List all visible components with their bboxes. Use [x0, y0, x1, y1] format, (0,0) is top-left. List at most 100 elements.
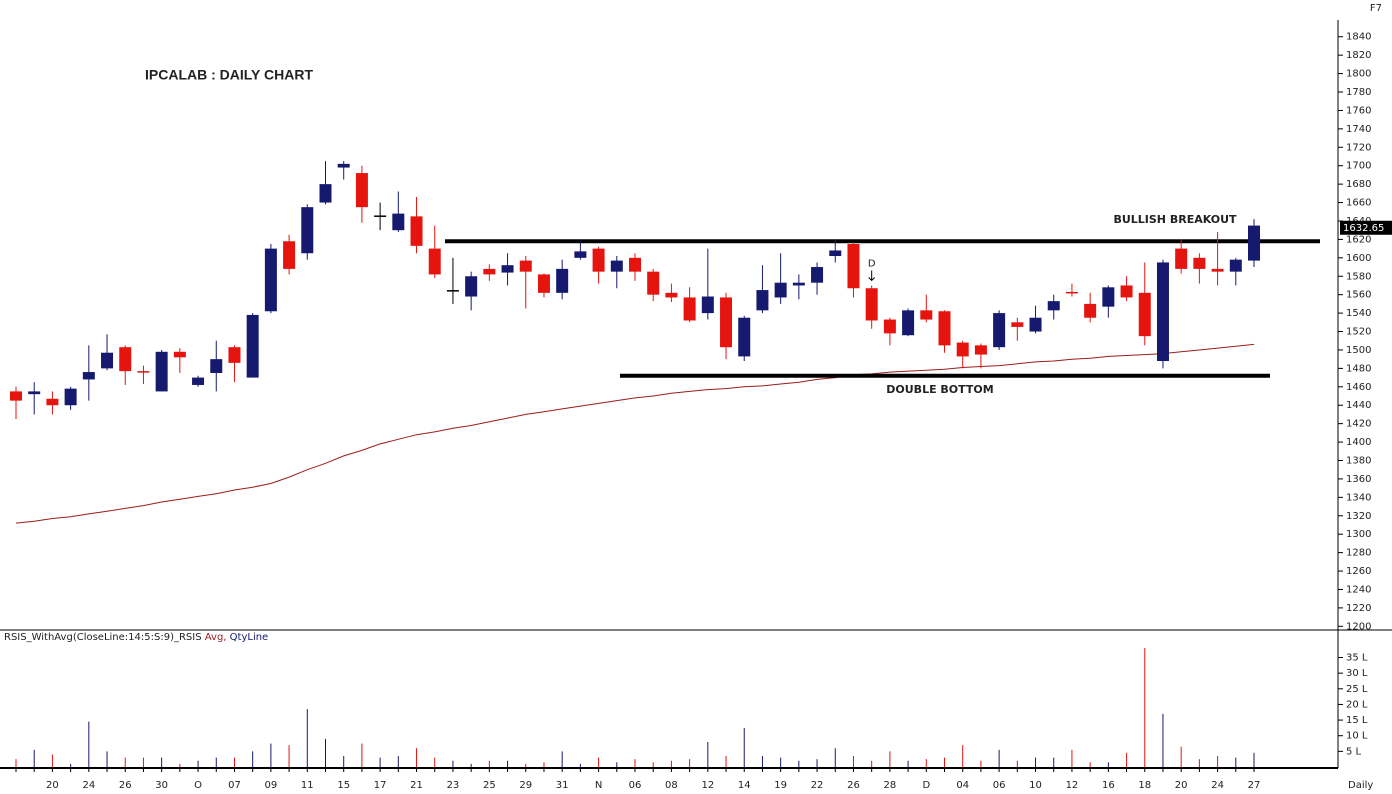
candle-body	[428, 248, 441, 275]
last-price-label: 1632.65	[1343, 223, 1384, 234]
y-tick-label: 1260	[1346, 566, 1371, 577]
x-tick-label: 10	[1029, 780, 1042, 791]
x-tick-label: O	[194, 780, 202, 791]
volume-tick-label: 35 L	[1346, 653, 1368, 664]
candle-body	[10, 391, 22, 401]
candle-body	[1229, 259, 1242, 272]
candle-body	[629, 257, 641, 272]
candle-body	[410, 216, 423, 246]
x-tick-label: 19	[774, 780, 787, 791]
candle-body	[665, 292, 678, 298]
candle-body	[574, 251, 587, 258]
x-tick-label: 31	[556, 780, 569, 791]
volume-tick-label: 15 L	[1346, 715, 1368, 726]
candle-body	[701, 296, 714, 314]
x-tick-label: D	[922, 780, 930, 791]
candle-body	[283, 241, 296, 269]
x-tick-label: 14	[738, 780, 751, 791]
y-tick-label: 1420	[1346, 419, 1371, 430]
y-tick-label: 1460	[1346, 382, 1371, 393]
candle-body	[101, 352, 114, 369]
y-tick-label: 1560	[1346, 290, 1371, 301]
candle-body	[974, 345, 987, 355]
candle-body	[938, 311, 951, 346]
candle-body	[902, 310, 915, 336]
d-marker: D	[868, 258, 876, 269]
candle-body	[647, 271, 660, 295]
y-tick-label: 1300	[1346, 529, 1371, 540]
y-tick-label: 1580	[1346, 271, 1371, 282]
x-tick-label: 11	[301, 780, 314, 791]
candle-body	[210, 359, 223, 373]
candle-body	[1193, 257, 1206, 269]
x-tick-label: 04	[956, 780, 969, 791]
candle-body	[610, 260, 623, 272]
candle-body	[1211, 268, 1224, 272]
x-tick-label: 23	[447, 780, 460, 791]
candle-body	[519, 260, 532, 272]
candle-body	[301, 207, 314, 254]
candle-body	[1120, 285, 1133, 298]
d-arrow	[868, 270, 876, 282]
candle-body	[46, 398, 59, 406]
candle-body	[28, 391, 41, 395]
candle-body	[792, 282, 805, 286]
candle-body	[1248, 225, 1260, 261]
candle-body	[883, 319, 896, 334]
x-tick-label: 24	[1211, 780, 1224, 791]
x-tick-label: 06	[629, 780, 642, 791]
candle-body	[847, 244, 860, 289]
x-tick-label: 07	[228, 780, 241, 791]
y-tick-label: 1600	[1346, 253, 1371, 264]
candle-body	[64, 388, 77, 406]
candle-body	[592, 248, 605, 272]
x-tick-label: 30	[155, 780, 168, 791]
timeframe: Daily	[1348, 780, 1373, 791]
y-tick-label: 1840	[1346, 32, 1371, 43]
candle-body	[374, 215, 387, 217]
y-tick-label: 1440	[1346, 400, 1371, 411]
y-tick-label: 1720	[1346, 142, 1371, 153]
y-tick-label: 1700	[1346, 161, 1371, 172]
x-tick-label: 21	[410, 780, 423, 791]
y-tick-label: 1240	[1346, 584, 1371, 595]
indicator-name: RSIS_WithAvg(CloseLine:14:5:S:9)_RSIS	[4, 632, 202, 643]
y-tick-label: 1360	[1346, 474, 1371, 485]
y-tick-label: 1740	[1346, 124, 1371, 135]
x-tick-label: 18	[1138, 780, 1151, 791]
candle-body	[829, 250, 842, 256]
candle-body	[738, 317, 751, 357]
y-tick-label: 1400	[1346, 437, 1371, 448]
candle-body	[119, 347, 132, 372]
candle-body	[956, 342, 969, 357]
y-tick-label: 1340	[1346, 492, 1371, 503]
candle-body	[811, 267, 824, 283]
breakout-label: BULLISH BREAKOUT	[1113, 213, 1237, 226]
candle-body	[1084, 303, 1097, 318]
y-tick-label: 1220	[1346, 603, 1371, 614]
candle-body	[483, 268, 496, 275]
candle-body	[228, 347, 241, 363]
candle-body	[683, 297, 696, 321]
y-tick-label: 1760	[1346, 105, 1371, 116]
candle-body	[1175, 248, 1188, 269]
volume-tick-label: 25 L	[1346, 684, 1368, 695]
candle-body	[355, 173, 368, 208]
x-tick-label: 22	[811, 780, 824, 791]
candle-body	[774, 282, 787, 298]
candle-body	[465, 276, 478, 297]
y-tick-label: 1520	[1346, 327, 1371, 338]
candle-body	[192, 377, 205, 385]
candle-body	[993, 313, 1006, 348]
candle-body	[1047, 301, 1060, 311]
y-tick-label: 1380	[1346, 455, 1371, 466]
candle-body	[720, 297, 733, 348]
candle-body	[1138, 292, 1151, 337]
y-tick-label: 1500	[1346, 345, 1371, 356]
x-tick-label: 29	[519, 780, 532, 791]
y-tick-label: 1480	[1346, 363, 1371, 374]
candle-body	[1065, 291, 1078, 294]
x-tick-label: 15	[337, 780, 350, 791]
double-bottom-label: DOUBLE BOTTOM	[886, 383, 993, 396]
